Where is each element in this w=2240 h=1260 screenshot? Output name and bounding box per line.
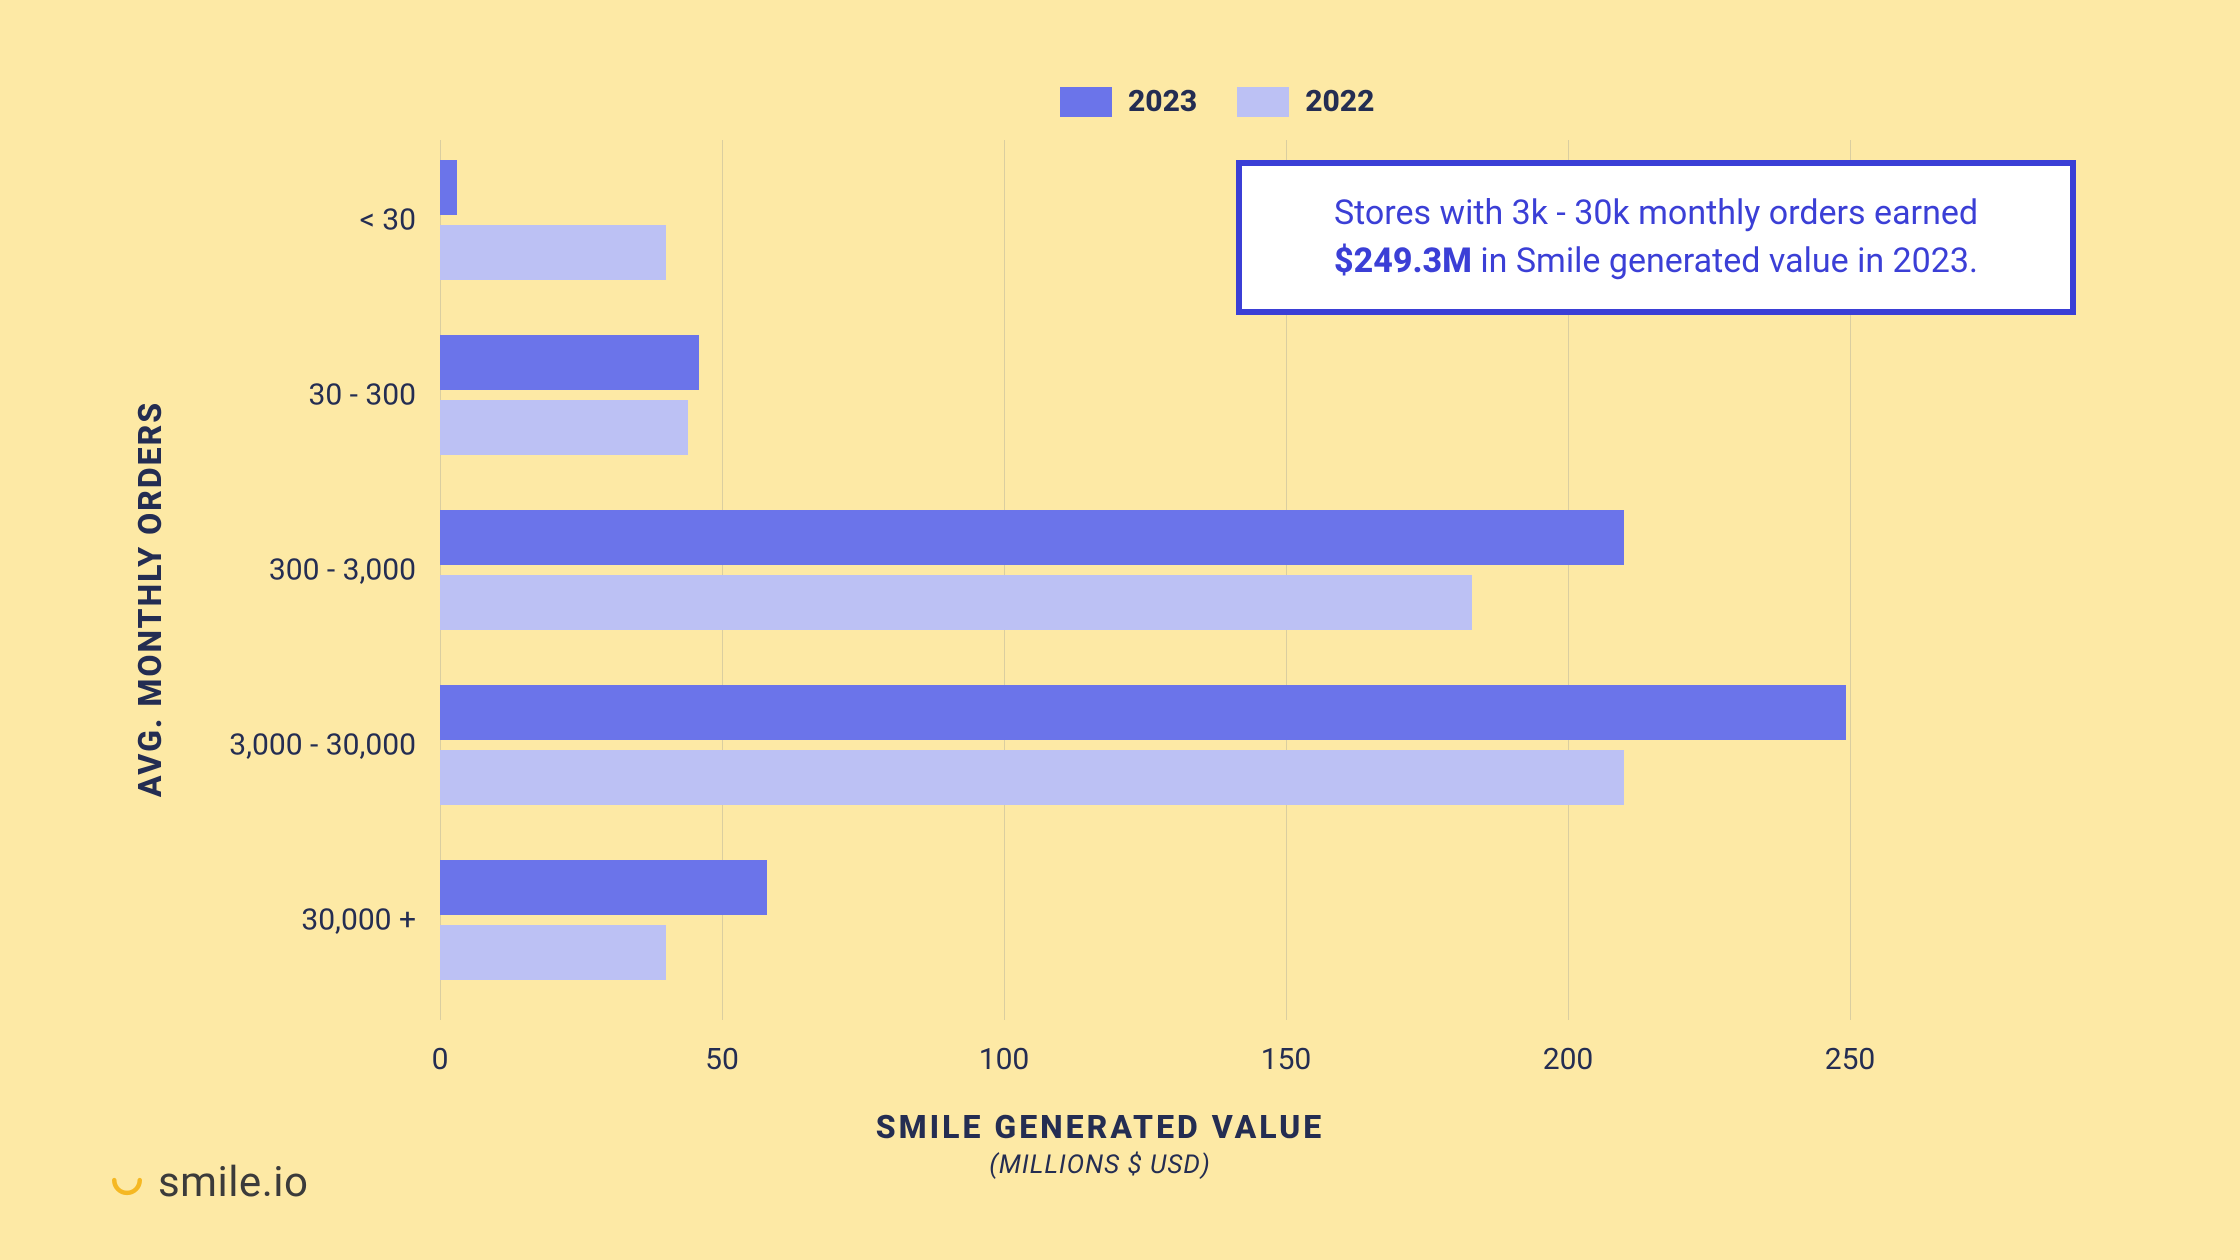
x-axis-title-group: SMILE GENERATED VALUE (MILLIONS $ USD) <box>700 1108 1500 1180</box>
bar <box>440 400 688 455</box>
legend-swatch <box>1060 87 1112 117</box>
brand-logo: smile.io <box>110 1158 308 1207</box>
x-tick-label: 50 <box>705 1042 739 1077</box>
legend-label: 2023 <box>1128 84 1197 119</box>
bar <box>440 510 1624 565</box>
y-category-label: 3,000 - 30,000 <box>229 728 440 763</box>
x-tick-label: 250 <box>1825 1042 1876 1077</box>
x-tick-label: 100 <box>979 1042 1030 1077</box>
legend-item: 2022 <box>1237 84 1374 119</box>
chart-canvas: 2023 2022 AVG. MONTHLY ORDERS SMILE GENER… <box>0 0 2240 1260</box>
x-tick-label: 200 <box>1543 1042 1594 1077</box>
legend: 2023 2022 <box>1060 84 1374 119</box>
legend-swatch <box>1237 87 1289 117</box>
x-tick-label: 0 <box>432 1042 449 1077</box>
y-category-label: < 30 <box>360 203 440 238</box>
x-axis-subtitle: (MILLIONS $ USD) <box>700 1150 1500 1180</box>
callout-text-post: in Smile generated value in 2023. <box>1472 241 1978 281</box>
bar <box>440 575 1472 630</box>
legend-label: 2022 <box>1305 84 1374 119</box>
x-axis-title: SMILE GENERATED VALUE <box>700 1108 1500 1146</box>
callout-bold: $249.3M <box>1334 241 1472 281</box>
bar <box>440 685 1846 740</box>
bar <box>440 750 1624 805</box>
brand-logo-text: smile.io <box>158 1158 308 1207</box>
y-axis-title: AVG. MONTHLY ORDERS <box>131 399 169 799</box>
bar <box>440 225 666 280</box>
x-tick-label: 150 <box>1261 1042 1312 1077</box>
callout-text-pre: Stores with 3k - 30k monthly orders earn… <box>1334 193 1978 233</box>
legend-item: 2023 <box>1060 84 1197 119</box>
y-category-label: 30,000 + <box>301 903 440 938</box>
y-category-label: 30 - 300 <box>309 378 440 413</box>
callout-box: Stores with 3k - 30k monthly orders earn… <box>1236 160 2076 315</box>
bar <box>440 160 457 215</box>
bar <box>440 335 699 390</box>
bar <box>440 860 767 915</box>
bar <box>440 925 666 980</box>
smile-icon <box>110 1166 144 1200</box>
y-category-label: 300 - 3,000 <box>269 553 440 588</box>
